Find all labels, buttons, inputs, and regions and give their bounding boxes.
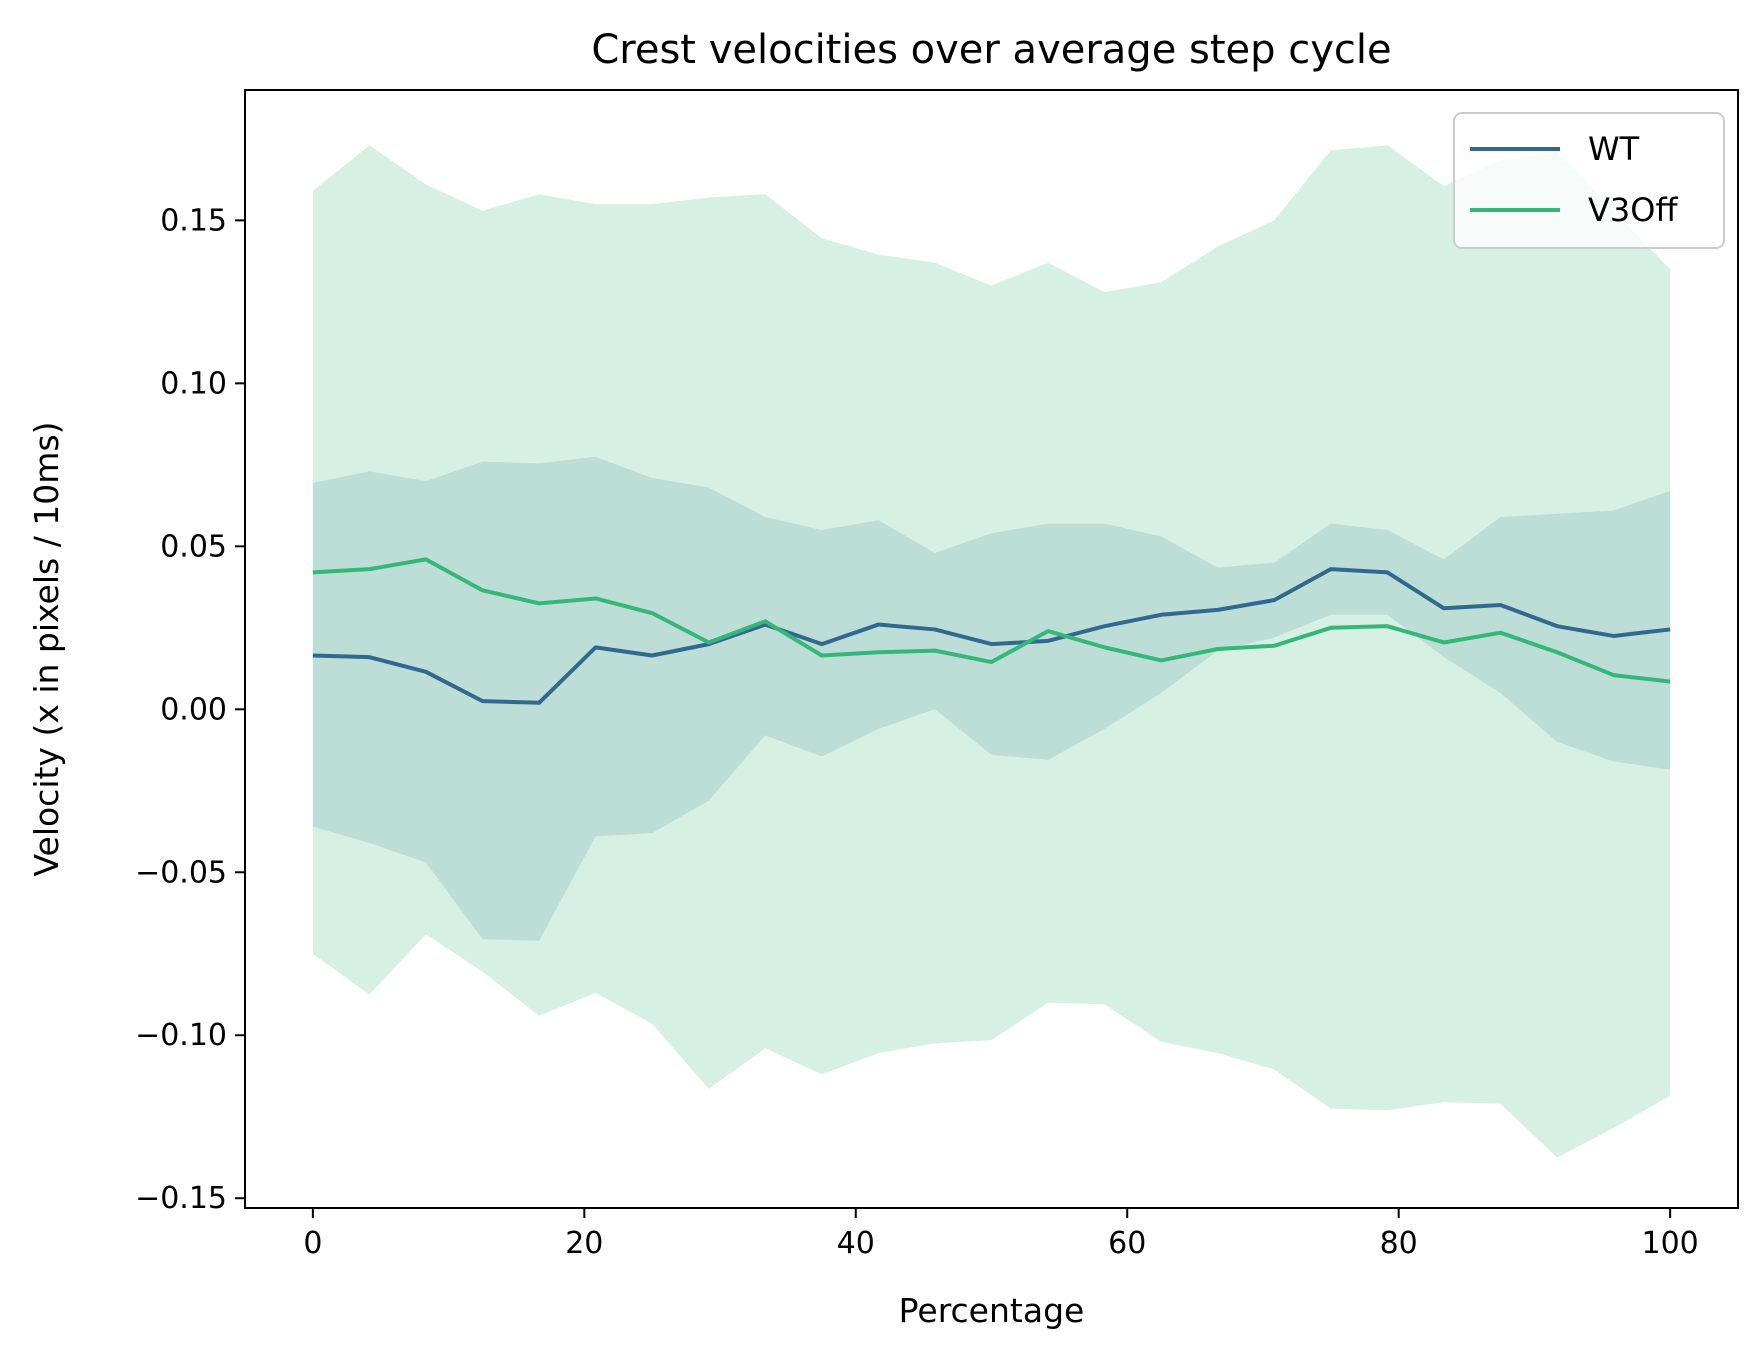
legend: WT V3Off [1453,112,1725,249]
y-tick-label: 0.15 [160,203,227,238]
y-axis-label: Velocity (x in pixels / 10ms) [27,421,66,876]
x-tick-label: 20 [565,1226,603,1261]
series-line-v3off [312,557,1671,684]
x-axis: 0 20 40 60 80 100 [303,1208,1699,1261]
y-tick-label: −0.15 [135,1181,227,1216]
band-wt [312,456,1671,941]
series-line-wt [312,567,1671,705]
x-tick-label: 80 [1380,1226,1418,1261]
series-lines [312,557,1671,705]
legend-box [1453,112,1725,249]
x-tick-label: 60 [1108,1226,1146,1261]
plot-frame [244,89,1739,1209]
y-axis: −0.15 −0.10 −0.05 0.00 0.05 0.10 0.15 [135,203,245,1216]
y-tick-label: −0.10 [135,1018,227,1053]
x-tick-label: 100 [1642,1226,1699,1261]
confidence-bands [312,145,1671,1158]
x-axis-label: Percentage [899,1291,1085,1330]
legend-label-wt: WT [1588,130,1640,168]
y-tick-label: 0.05 [160,529,227,564]
y-tick-label: 0.10 [160,366,227,401]
x-tick-label: 40 [837,1226,875,1261]
y-tick-label: 0.00 [160,692,227,727]
y-tick-label: −0.05 [135,855,227,890]
x-tick-label: 0 [303,1226,322,1261]
legend-label-v3off: V3Off [1588,191,1678,229]
chart-title: Crest velocities over average step cycle [591,27,1391,73]
